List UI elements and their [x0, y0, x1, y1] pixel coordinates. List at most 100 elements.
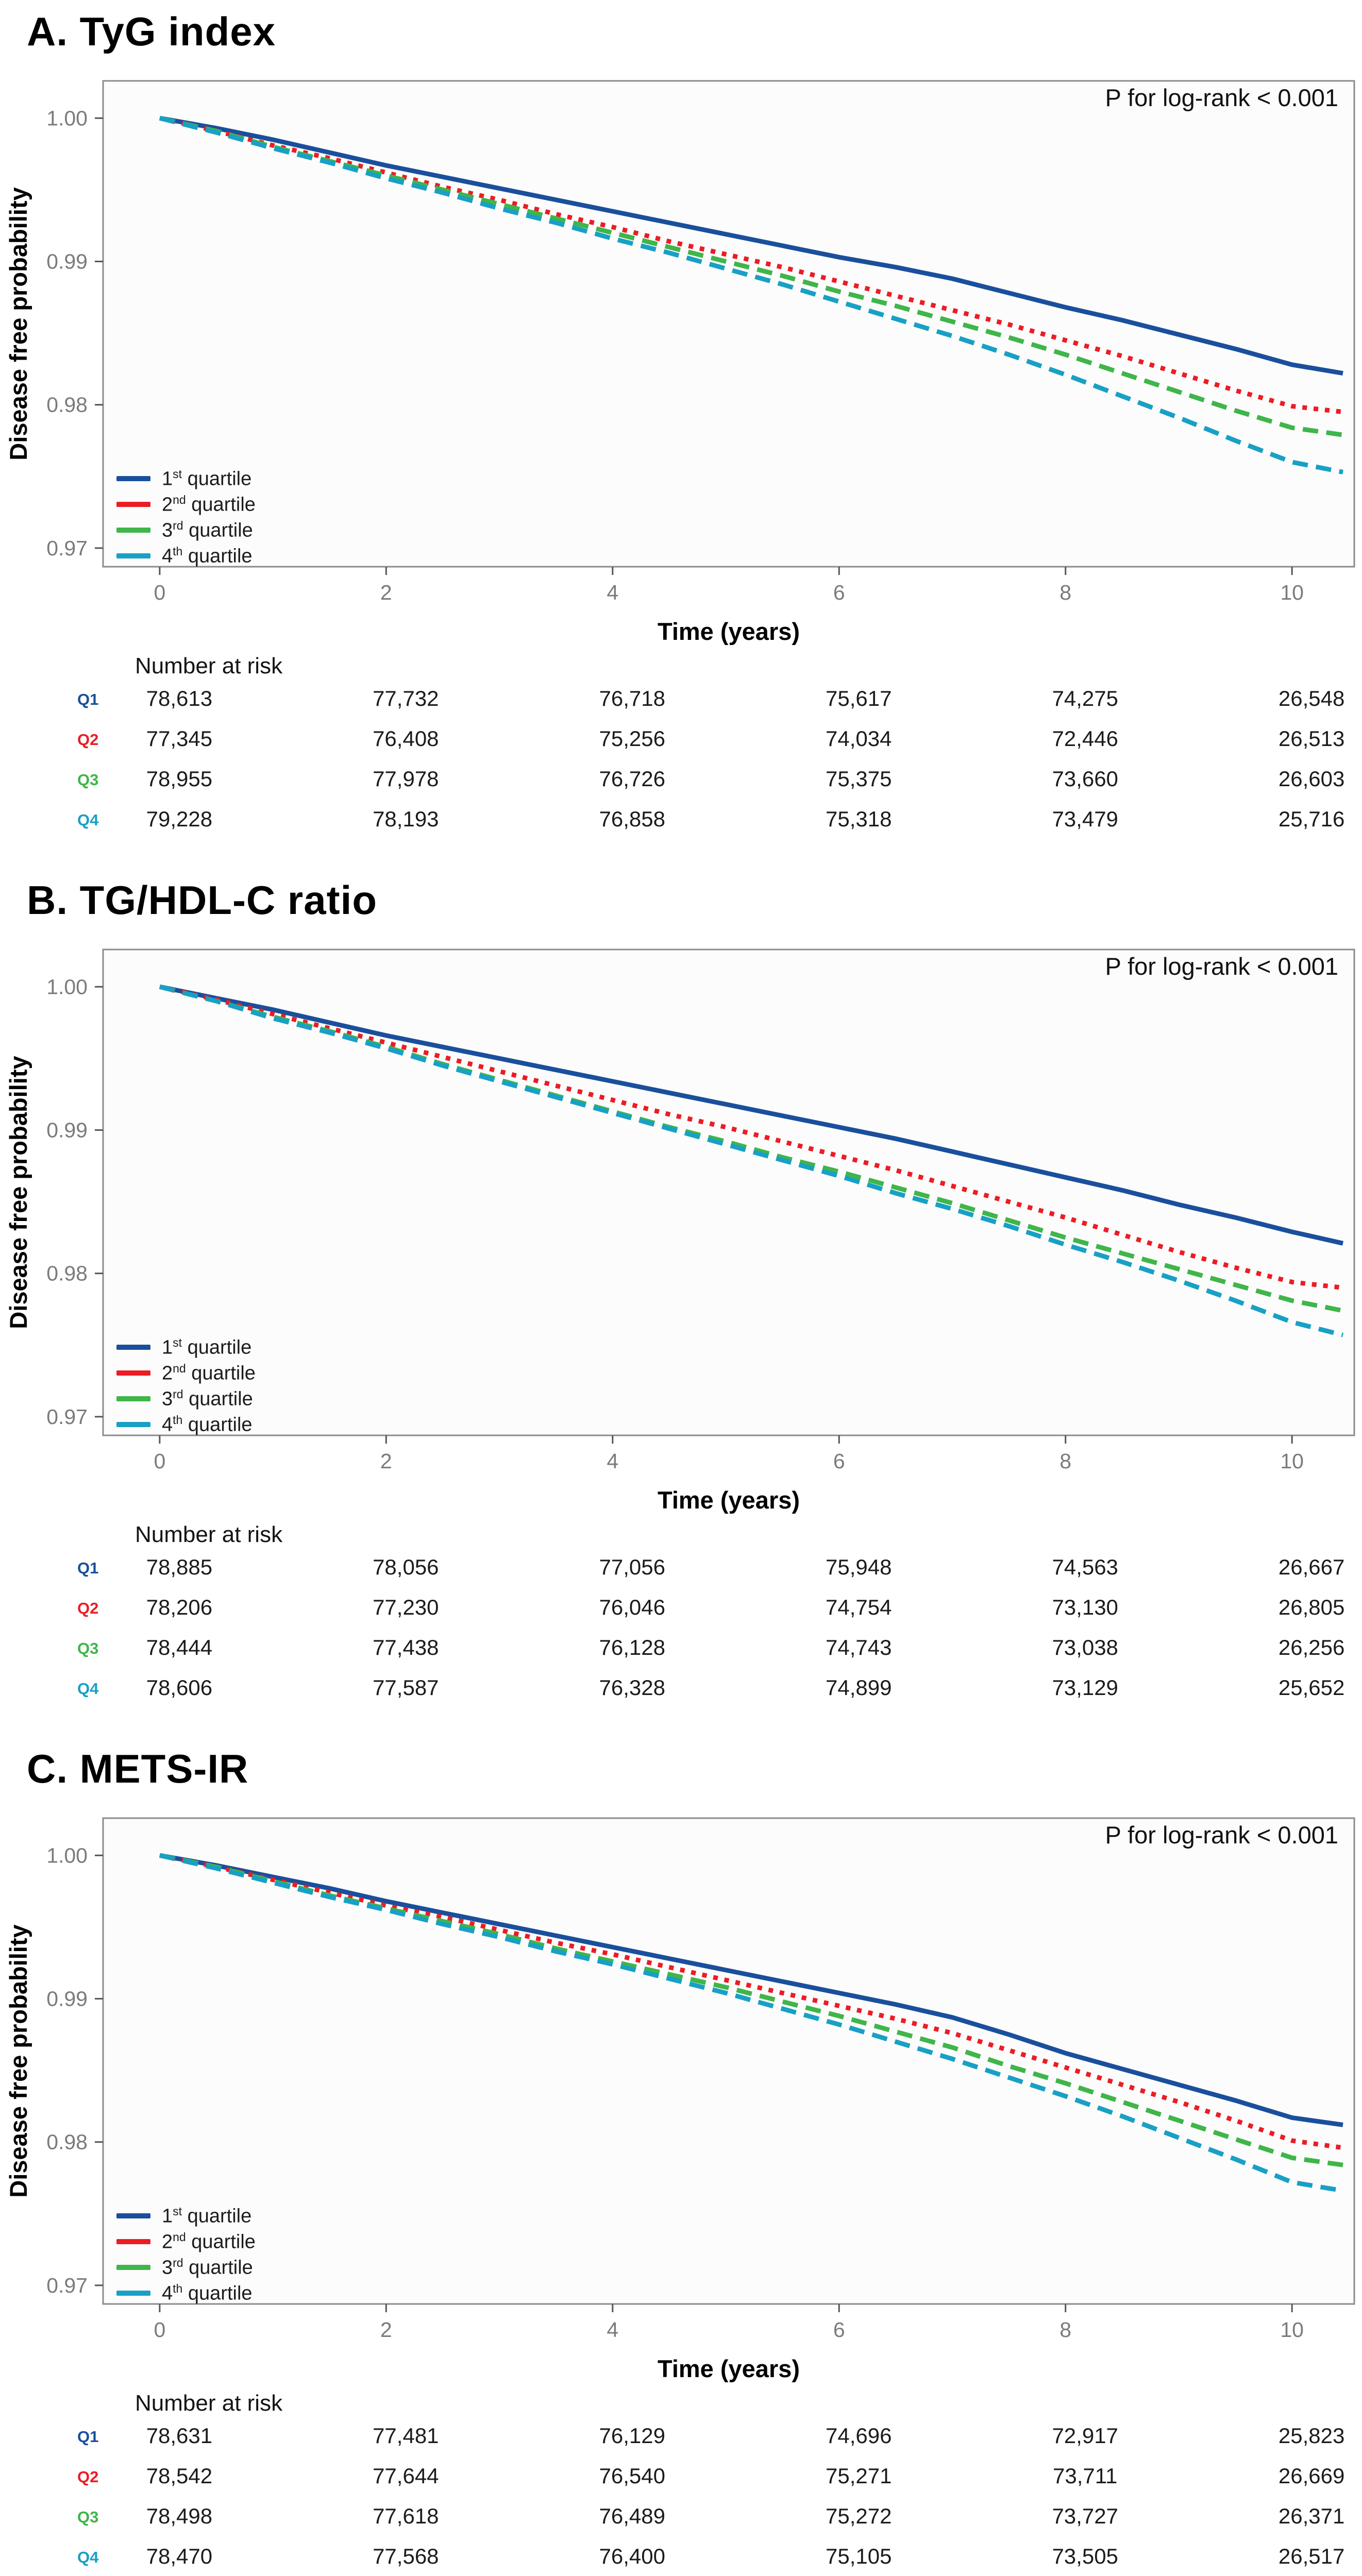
risk-value: 78,613: [146, 686, 213, 710]
x-tick-label: 10: [1280, 581, 1304, 604]
risk-quartile-label: Q1: [77, 690, 99, 708]
legend-line-swatch: [116, 1345, 150, 1350]
km-plot: 1.00 0.99 0.98 0.97 0 2 4 6 8 10 Time (years) Disea…: [5, 80, 1355, 645]
risk-value: 73,505: [1052, 2544, 1118, 2568]
risk-quartile-label: Q4: [77, 811, 99, 829]
x-tick-label: 2: [380, 2318, 392, 2342]
risk-value: 77,618: [373, 2504, 439, 2528]
x-axis-title: Time (years): [658, 618, 800, 645]
risk-value: 26,603: [1278, 767, 1345, 791]
risk-value: 76,858: [599, 807, 665, 831]
risk-quartile-label: Q2: [77, 1599, 99, 1617]
km-chart: 1.00 0.99 0.98 0.97 0 2 4 6 8 10 Time (years) Disea…: [0, 58, 1362, 650]
risk-value: 78,542: [146, 2464, 213, 2488]
y-tick-label: 0.98: [46, 1262, 88, 1285]
risk-value: 76,129: [599, 2424, 665, 2448]
panel-tg-hdl-ratio: B. TG/HDL-C ratio 1.00 0.99 0.98 0.97 0 2 4 6 8 1…: [0, 869, 1362, 1737]
risk-row-q3: Q3 78,498 77,618 76,489 75,272 73,727 26,371: [0, 2504, 1362, 2535]
legend-item: 2nd quartile: [116, 2229, 256, 2255]
legend: 1st quartile 2nd quartile 3rd quartile 4th …: [116, 2203, 256, 2306]
risk-row-q3: Q3 78,444 77,438 76,128 74,743 73,038 26,256: [0, 1635, 1362, 1666]
risk-row-q1: Q1 78,613 77,732 76,718 75,617 74,275 26,548: [0, 686, 1362, 717]
risk-value: 78,444: [146, 1635, 213, 1659]
risk-rows: Q1 78,613 77,732 76,718 75,617 74,275 26,548 Q2…: [0, 686, 1362, 867]
risk-value: 26,669: [1278, 2464, 1345, 2488]
risk-row-q2: Q2 78,206 77,230 76,046 74,754 73,130 26,805: [0, 1595, 1362, 1626]
risk-value: 79,228: [146, 807, 213, 831]
risk-value: 78,631: [146, 2424, 213, 2448]
risk-quartile-label: Q4: [77, 2548, 99, 2566]
legend-label: 2nd quartile: [162, 493, 256, 516]
x-tick-label: 4: [607, 1449, 618, 1473]
legend-line-swatch: [116, 2291, 150, 2296]
risk-value: 75,271: [826, 2464, 892, 2488]
y-tick-label: 0.99: [46, 1118, 88, 1142]
panel-title: C. METS-IR: [27, 1746, 249, 1791]
risk-value: 76,489: [599, 2504, 665, 2528]
number-at-risk-title: Number at risk: [135, 1522, 283, 1547]
series-q4: [159, 115, 1343, 474]
legend-line-swatch: [116, 476, 150, 481]
risk-value: 72,446: [1052, 726, 1118, 751]
risk-row-q4: Q4 78,606 77,587 76,328 74,899 73,129 25,652: [0, 1675, 1362, 1706]
legend-label: 1st quartile: [162, 1335, 252, 1359]
risk-value: 77,438: [373, 1635, 439, 1659]
risk-value: 73,711: [1053, 2464, 1118, 2488]
risk-value: 78,193: [373, 807, 439, 831]
legend-line-swatch: [116, 2239, 150, 2244]
panel-title: B. TG/HDL-C ratio: [27, 877, 377, 923]
risk-value: 75,375: [826, 767, 892, 791]
legend-line-swatch: [116, 528, 150, 533]
risk-value: 76,328: [599, 1675, 665, 1700]
legend-item: 4th quartile: [116, 543, 256, 569]
risk-value: 78,885: [146, 1555, 213, 1579]
risk-quartile-label: Q3: [77, 1639, 99, 1657]
legend-item: 2nd quartile: [116, 1360, 256, 1386]
y-tick-label: 1.00: [46, 106, 88, 130]
risk-rows: Q1 78,885 78,056 77,056 75,948 74,563 26,667 Q2…: [0, 1555, 1362, 1735]
risk-value: 73,130: [1052, 1595, 1118, 1619]
number-at-risk-block: Number at risk Q1 78,885 78,056 77,056 75,94…: [0, 1519, 1362, 1735]
risk-value: 78,470: [146, 2544, 213, 2568]
risk-value: 73,038: [1052, 1635, 1118, 1659]
x-tick-label: 6: [833, 1449, 845, 1473]
risk-value: 77,732: [373, 686, 439, 710]
y-tick-label: 0.97: [46, 2274, 88, 2297]
risk-value: 77,056: [599, 1555, 665, 1579]
number-at-risk-block: Number at risk Q1 78,631 77,481 76,129 74,69…: [0, 2387, 1362, 2576]
risk-value: 25,716: [1278, 807, 1345, 831]
risk-value: 74,563: [1052, 1555, 1118, 1579]
series-q1: [159, 1853, 1343, 2127]
risk-row-q3: Q3 78,955 77,978 76,726 75,375 73,660 26,603: [0, 767, 1362, 798]
series-q2: [159, 115, 1343, 415]
y-tick-label: 0.99: [46, 1987, 88, 2010]
km-plot: 1.00 0.99 0.98 0.97 0 2 4 6 8 10 Time (years) Disea…: [5, 1817, 1355, 2382]
risk-value: 78,206: [146, 1595, 213, 1619]
risk-value: 77,644: [373, 2464, 439, 2488]
legend-line-swatch: [116, 502, 150, 507]
legend-line-swatch: [116, 1422, 150, 1427]
risk-row-q1: Q1 78,631 77,481 76,129 74,696 72,917 25,823: [0, 2424, 1362, 2454]
x-tick-label: 10: [1280, 1449, 1304, 1473]
risk-value: 78,056: [373, 1555, 439, 1579]
x-tick-label: 2: [380, 581, 392, 604]
km-chart: 1.00 0.99 0.98 0.97 0 2 4 6 8 10 Time (years) Disea…: [0, 926, 1362, 1519]
risk-value: 74,754: [826, 1595, 892, 1619]
legend-label: 2nd quartile: [162, 2230, 256, 2253]
risk-row-q1: Q1 78,885 78,056 77,056 75,948 74,563 26,667: [0, 1555, 1362, 1586]
legend-label: 2nd quartile: [162, 1361, 256, 1384]
risk-quartile-label: Q3: [77, 2508, 99, 2526]
x-tick-label: 8: [1060, 2318, 1071, 2342]
risk-quartile-label: Q1: [77, 2428, 99, 2446]
risk-value: 75,948: [826, 1555, 892, 1579]
risk-value: 77,230: [373, 1595, 439, 1619]
panel-tyg-index: A. TyG index 1.00 0.99 0.98 0.97 0 2 4 6 8 10 Time…: [0, 0, 1362, 869]
y-tick-label: 0.97: [46, 1405, 88, 1429]
risk-value: 72,917: [1052, 2424, 1118, 2448]
y-tick-label: 1.00: [46, 975, 88, 998]
risk-quartile-label: Q2: [77, 731, 99, 749]
legend-label: 3rd quartile: [162, 518, 253, 541]
risk-value: 25,823: [1278, 2424, 1345, 2448]
risk-quartile-label: Q2: [77, 2468, 99, 2486]
km-chart: 1.00 0.99 0.98 0.97 0 2 4 6 8 10 Time (years) Disea…: [0, 1795, 1362, 2387]
